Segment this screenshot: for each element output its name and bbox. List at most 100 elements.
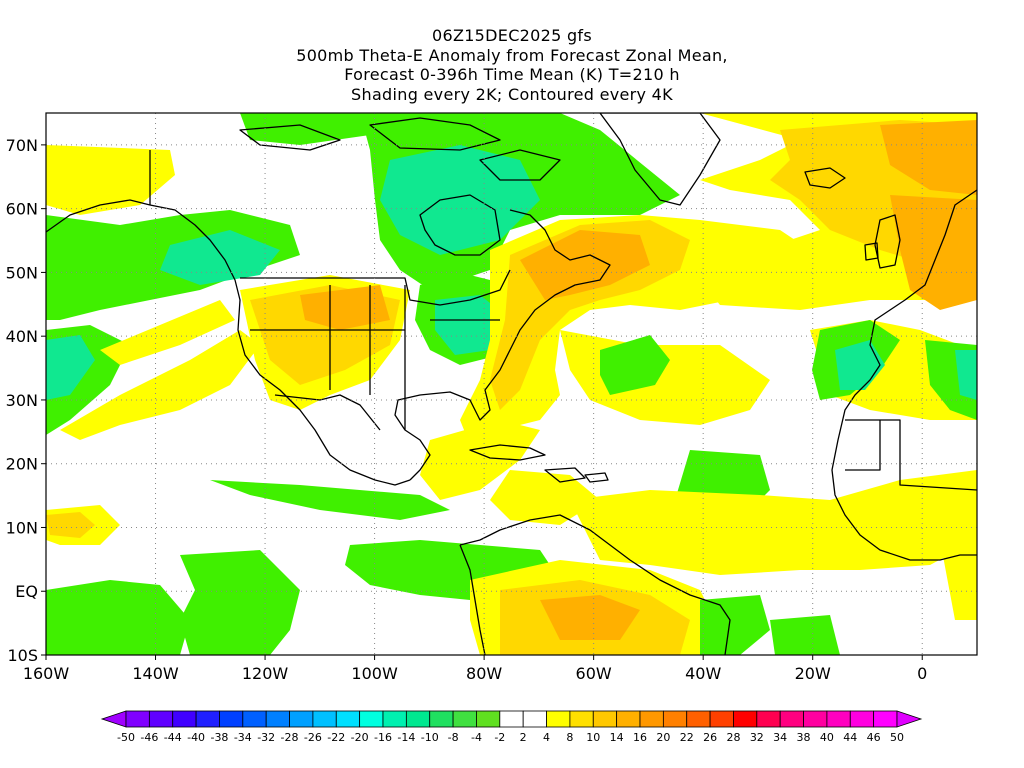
colorbar-box (803, 710, 828, 728)
lon-tick-label: 0 (917, 664, 927, 683)
anomaly-region-orange (300, 285, 390, 330)
anomaly-region-green (180, 550, 300, 655)
colorbar-box (219, 710, 244, 728)
colorbar-box (779, 710, 804, 728)
anomaly-region-teal (380, 145, 540, 255)
colorbar-label: 14 (610, 731, 624, 744)
colorbar-label: -44 (164, 731, 182, 744)
title-line-2: 500mb Theta-E Anomaly from Forecast Zona… (296, 45, 728, 65)
colorbar-label: -34 (234, 731, 252, 744)
colorbar-box (546, 710, 571, 728)
colorbar-label: 26 (703, 731, 717, 744)
colorbar-label: -16 (374, 731, 392, 744)
map-plot-area (46, 113, 977, 655)
colorbar-label: 8 (566, 731, 573, 744)
colorbar-label: -38 (210, 731, 228, 744)
lon-tick-label: 20W (795, 664, 831, 683)
coastline-segment (804, 167, 846, 189)
coastline-segment (239, 124, 341, 151)
colorbar-box (499, 710, 524, 728)
coastline-segment (584, 472, 609, 483)
anomaly-region-green (46, 580, 190, 655)
colorbar-box (592, 710, 618, 728)
coastline-segment (240, 269, 511, 306)
axis-ticks (41, 144, 923, 660)
colorbar-boxes (100, 710, 923, 728)
colorbar-box (289, 710, 314, 728)
lat-tick-label: 40N (6, 327, 38, 346)
colorbar-box (148, 710, 174, 728)
colorbar-box (826, 710, 851, 728)
colorbar-label: 10 (586, 731, 600, 744)
coastline-segment (469, 444, 546, 461)
lon-tick-label: 100W (351, 664, 398, 683)
coastline-segment (845, 420, 881, 471)
coastline-segment (274, 394, 381, 431)
plot-title: 06Z15DEC2025 gfs 500mb Theta-E Anomaly f… (0, 26, 1024, 104)
colorbar-box (639, 710, 664, 728)
colorbar-box (849, 710, 875, 728)
colorbar-label: 4 (543, 731, 550, 744)
anomaly-region-teal (46, 335, 95, 400)
colorbar-label: 44 (843, 731, 857, 744)
coastline-segment (459, 544, 486, 655)
title-line-3: Forecast 0-396h Time Mean (K) T=210 h (344, 65, 680, 84)
colorbar-label: -32 (257, 731, 275, 744)
colorbar-box (873, 710, 898, 728)
colorbar-label: -4 (471, 731, 482, 744)
coastline-segment (369, 117, 501, 151)
anomaly-region-yellow (570, 470, 977, 575)
colorbar-box (662, 710, 688, 728)
colorbar-label: 38 (797, 731, 811, 744)
colorbar-box (195, 710, 220, 728)
anomaly-region-yellow (60, 330, 260, 440)
colorbar-box (429, 710, 454, 728)
colorbar-box (616, 710, 641, 728)
colorbar-label: 50 (890, 731, 904, 744)
lat-tick-label: 20N (6, 455, 38, 474)
lon-tick-label: 120W (242, 664, 289, 683)
coastline-segment (831, 189, 977, 561)
colorbar-box (756, 710, 781, 728)
colorbar-box (172, 710, 197, 728)
colorbar-box (382, 710, 407, 728)
colorbar-label: -26 (304, 731, 322, 744)
anomaly-region-green (700, 595, 770, 655)
lat-lon-grid (46, 113, 977, 655)
colorbar-label: -2 (494, 731, 505, 744)
anomaly-region-yellow (490, 470, 600, 525)
anomaly-region-teal (955, 350, 977, 400)
anomaly-region-yellow (420, 420, 540, 500)
colorbar-box (733, 710, 758, 728)
colorbar-label: 40 (820, 731, 834, 744)
title-line-1: 06Z15DEC2025 gfs (431, 26, 592, 45)
anomaly-region-orange (880, 120, 977, 195)
coastline-segment (599, 113, 721, 206)
lat-tick-label: 70N (6, 136, 38, 155)
title-line-4: Shading every 2K; Contoured every 4K (351, 84, 673, 104)
coastline-segment (459, 514, 731, 655)
anomaly-region-teal (160, 230, 280, 285)
colorbar-box (359, 710, 384, 728)
colorbar-box (476, 710, 501, 728)
colorbar-box (522, 710, 547, 728)
longitude-labels: 160W 140W 120W 100W 80W 60W 40W 20W 0 (23, 664, 928, 683)
colorbar-labels: -50 -46 -44 -40 -38 -34 -32 -28 -26 -22 -20 -16 -14-… (117, 731, 904, 744)
anomaly-region-orange (540, 595, 640, 640)
colorbar-box (405, 710, 431, 728)
colorbar-label: -14 (397, 731, 415, 744)
coastline-segment (874, 214, 901, 269)
colorbar-label: 22 (680, 731, 694, 744)
anomaly-region-yellow (100, 300, 235, 365)
colorbar-box (335, 710, 361, 728)
colorbar-label: -28 (281, 731, 299, 744)
colorbar-arrow-right (896, 710, 923, 728)
lon-tick-label: 140W (132, 664, 179, 683)
latitude-labels: 70N 60N 50N 40N 30N 20N 10N EQ 10S (6, 136, 38, 665)
colorbar-label: -10 (421, 731, 439, 744)
colorbar-box (265, 710, 290, 728)
lon-tick-label: 40W (685, 664, 721, 683)
colorbar-label: 32 (750, 731, 764, 744)
